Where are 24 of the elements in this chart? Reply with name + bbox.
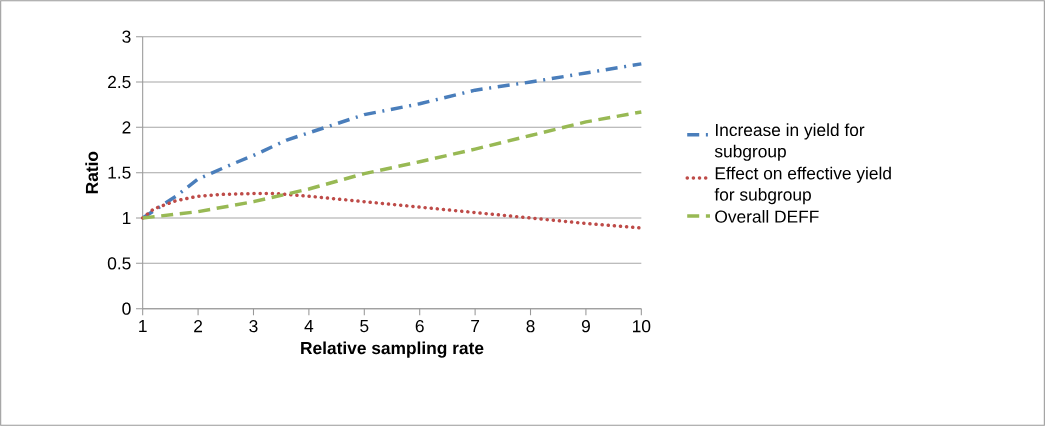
y-tick-label: 0.5 [107,257,131,270]
x-axis-title: Relative sampling rate [301,341,484,358]
y-axis-title: Ratio [85,151,99,194]
x-tick-label: 8 [526,320,535,333]
y-tick-label: 1.5 [108,166,131,179]
y-tick-label: 2.5 [108,75,131,89]
legend-label: Effect on effective yield for subgroup [714,166,891,205]
y-tick-label: 3 [122,30,131,43]
x-tick-label: 1 [139,320,147,332]
y-tick-label: 2 [122,121,131,134]
legend-label: Increase in yield for subgroup [714,123,865,161]
x-tick-label: 7 [471,320,480,332]
line-series [140,110,644,220]
y-tick-label: 1 [122,212,131,224]
x-tick-label: 5 [360,320,369,333]
x-tick-label: 4 [304,320,314,332]
x-tick-label: 2 [194,320,203,333]
legend-label: Overall DEFF [715,210,819,223]
line-series [140,191,644,230]
y-tick-label: 0 [122,302,131,315]
x-tick-label: 9 [581,320,590,333]
x-tick-label: 3 [249,320,258,333]
x-tick-label: 10 [633,320,651,333]
x-tick-label: 6 [415,320,424,333]
